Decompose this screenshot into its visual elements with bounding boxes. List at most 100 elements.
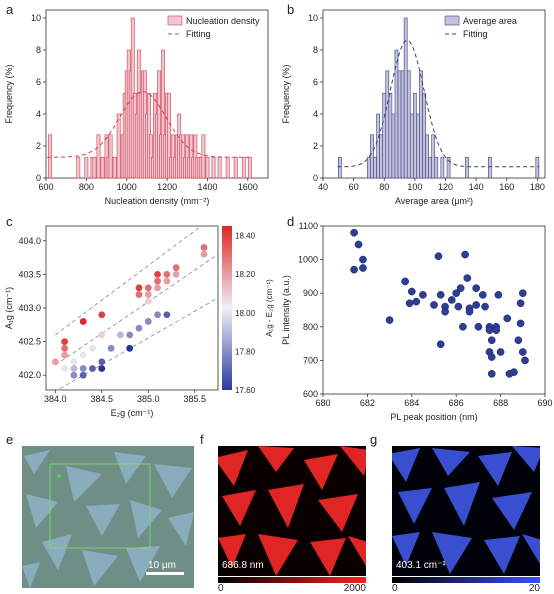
raman-point — [98, 365, 106, 372]
histogram-bar — [416, 113, 420, 179]
histogram-bar — [48, 134, 52, 179]
y-tick-label: 600 — [303, 389, 318, 399]
panel-label-g: g — [370, 432, 378, 447]
flake — [24, 450, 50, 474]
flake — [22, 562, 40, 588]
y-axis-label: A₁g (cm⁻¹) — [4, 287, 14, 329]
y-tick-label: 2 — [313, 141, 318, 151]
pl-point — [452, 289, 461, 298]
flake — [222, 490, 256, 526]
flake-group — [214, 446, 370, 576]
x-axis-label: Average area (μm²) — [395, 196, 473, 206]
pl-point — [472, 301, 481, 309]
histogram-bar — [373, 156, 377, 179]
raman-point — [61, 365, 68, 372]
histogram-bar — [382, 92, 387, 179]
x-tick-label: 384.0 — [44, 394, 67, 404]
pl-colorbar-min: 0 — [218, 583, 224, 594]
raman-point — [79, 318, 87, 325]
histogram-bar — [376, 113, 380, 179]
flake — [318, 494, 358, 532]
flake — [114, 452, 146, 484]
pl-point — [481, 302, 489, 311]
histogram-nucleation-density: 600 800 1000 1200 1400 1600 0 2 4 6 8 10 Nucleation … — [4, 9, 269, 206]
y-tick-label: 4 — [313, 109, 318, 119]
pl-point — [492, 326, 501, 335]
legend-swatch-bars — [167, 15, 183, 26]
histogram-bar — [388, 92, 393, 179]
raman-map-caption: 403.1 cm⁻¹ — [396, 560, 446, 571]
raman-point — [154, 270, 161, 278]
histogram-bar — [434, 156, 439, 179]
x-tick-label: 688 — [493, 398, 508, 408]
histogram-bar — [84, 156, 89, 179]
histogram-bar — [108, 134, 113, 179]
pl-point — [494, 291, 503, 299]
x-tick-label: 385.0 — [137, 394, 160, 404]
fitting-curve — [47, 91, 253, 158]
y-tick-label: 402.5 — [18, 337, 41, 347]
colorbar-tick-label: 18.40 — [235, 232, 256, 241]
flake — [432, 448, 470, 476]
y-tick-label: 900 — [303, 288, 318, 298]
flake — [432, 532, 472, 574]
histogram-bar — [241, 156, 246, 179]
histogram-bar — [233, 156, 238, 179]
colorbar-tick-label: 17.80 — [235, 347, 256, 356]
raman-point — [126, 331, 134, 339]
raman-point — [89, 365, 96, 372]
flake — [86, 504, 120, 536]
raman-point — [79, 351, 87, 359]
raman-point — [154, 284, 161, 292]
flake — [130, 500, 162, 538]
x-axis-label: E₂g (cm⁻¹) — [111, 408, 154, 418]
y-tick-label: 1100 — [299, 221, 318, 231]
pl-map-panel: 686.8 nm 0 2000 — [214, 446, 370, 594]
histogram-bar — [379, 134, 384, 179]
flake — [268, 484, 304, 528]
pl-point — [496, 348, 505, 356]
flake — [82, 550, 118, 586]
pl-point — [518, 348, 527, 356]
y-tick-label: 800 — [303, 322, 318, 332]
x-tick-label: 140 — [469, 182, 484, 192]
raman-map — [388, 446, 544, 576]
pl-point — [385, 316, 394, 324]
x-tick-label: 60 — [349, 182, 359, 192]
pl-point — [412, 297, 421, 306]
scale-bar — [146, 572, 184, 575]
y-tick-label: 6 — [313, 77, 318, 87]
histogram-bar — [157, 70, 161, 179]
pl-point — [487, 336, 496, 345]
histogram-bar — [167, 92, 172, 179]
pl-point — [359, 264, 367, 272]
flake — [310, 538, 346, 576]
histogram-bar — [488, 156, 492, 179]
histogram-bar — [465, 156, 469, 179]
optical-image-panel: 10 μm — [22, 446, 194, 588]
raman-point — [172, 264, 180, 272]
flake — [348, 536, 368, 566]
raman-point — [98, 358, 106, 366]
pl-point — [350, 228, 358, 237]
flake-group — [22, 450, 194, 588]
pl-point — [487, 369, 496, 378]
raman-point — [89, 344, 96, 352]
x-tick-label: 40 — [318, 182, 328, 192]
raman-colorbar-gradient — [392, 577, 540, 583]
pl-point — [521, 356, 529, 365]
histogram-bar — [96, 134, 101, 179]
x-tick-label: 120 — [438, 182, 453, 192]
raman-point — [61, 351, 68, 359]
pl-point — [405, 299, 414, 308]
histogram-bar — [116, 113, 121, 179]
x-tick-label: 1600 — [238, 182, 258, 192]
flake — [168, 512, 194, 546]
flake — [154, 464, 192, 498]
histogram-bar — [104, 134, 109, 179]
histogram-bar — [391, 113, 396, 179]
y-axis-label: Frequency (%) — [4, 64, 14, 123]
y-tick-label: 1000 — [298, 255, 318, 265]
pl-point — [503, 314, 512, 323]
marker-dot — [57, 474, 61, 478]
